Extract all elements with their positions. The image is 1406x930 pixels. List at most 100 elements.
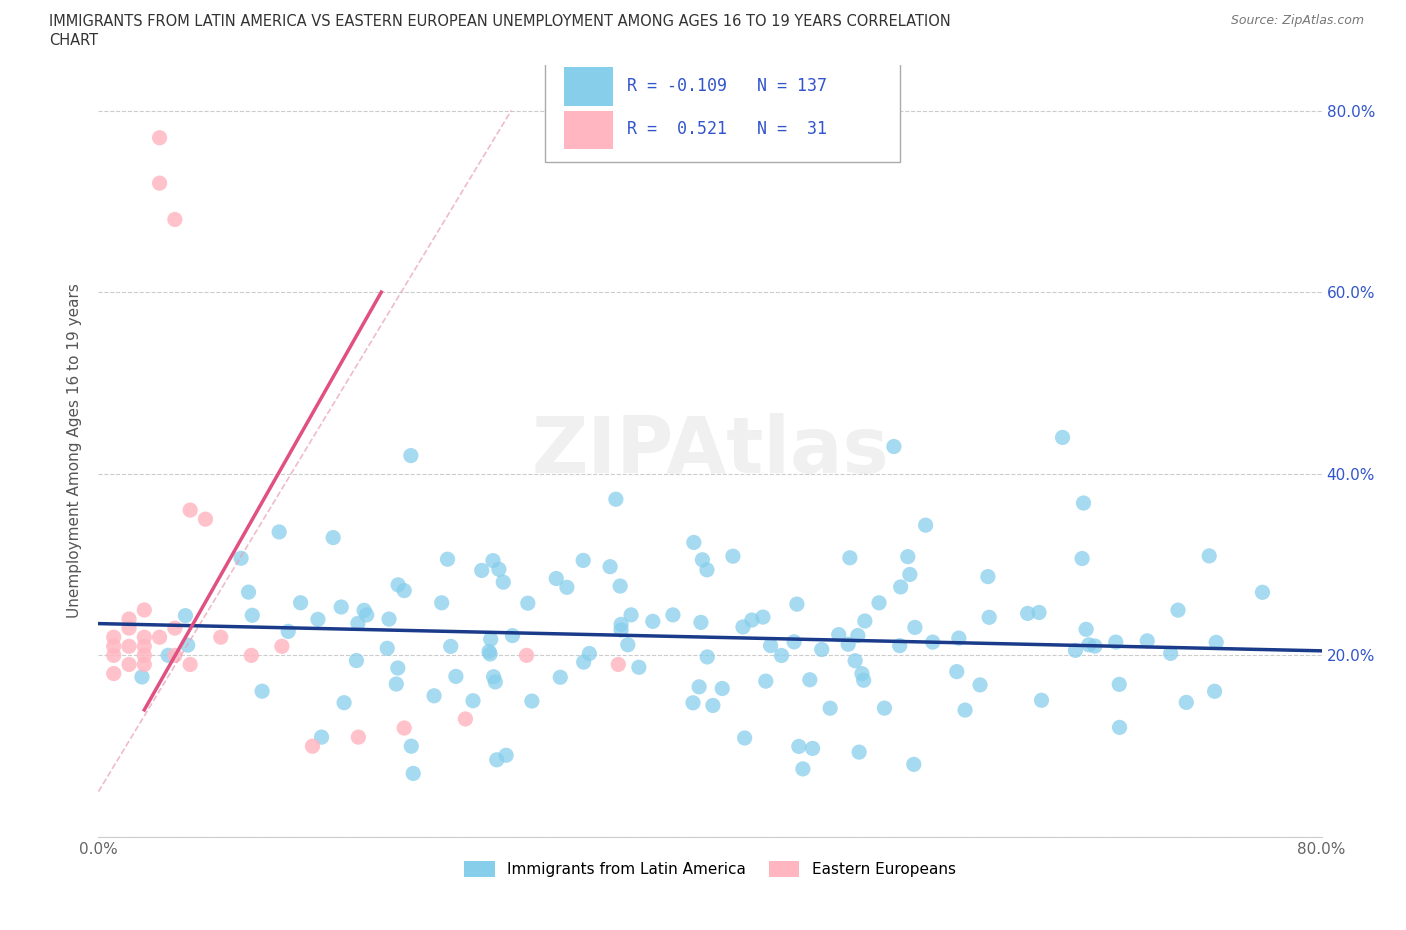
Point (290, 595, 312, 610)
Point (270, 639, 292, 654)
Point (1251, 585, 1274, 600)
Point (387, 660, 409, 675)
Point (721, 549, 744, 564)
Point (516, 596, 538, 611)
Point (641, 614, 664, 629)
Point (690, 615, 713, 630)
Point (103, 666, 125, 681)
Point (436, 551, 458, 566)
Point (688, 680, 710, 695)
Point (897, 550, 920, 565)
Point (149, 176, 172, 191)
Point (163, 620, 186, 635)
Point (548, 670, 571, 684)
Point (482, 553, 505, 568)
Point (1028, 605, 1050, 620)
Point (134, 657, 156, 671)
FancyBboxPatch shape (546, 54, 900, 162)
Point (516, 648, 538, 663)
Point (846, 628, 869, 643)
Point (702, 698, 724, 713)
Point (311, 730, 333, 745)
Point (903, 757, 925, 772)
Point (353, 603, 375, 618)
Point (848, 745, 870, 760)
Point (238, 585, 260, 600)
Point (873, 700, 896, 715)
Point (131, 670, 153, 684)
Point (307, 612, 329, 627)
Point (484, 674, 506, 689)
Point (838, 551, 860, 565)
Point (240, 648, 263, 663)
Point (904, 620, 927, 635)
Point (977, 569, 1000, 584)
Point (495, 748, 517, 763)
Point (1160, 646, 1182, 661)
Text: R =  0.521   N =  31: R = 0.521 N = 31 (627, 120, 827, 139)
Point (134, 603, 156, 618)
Point (889, 638, 911, 653)
Point (810, 642, 832, 657)
Point (347, 616, 370, 631)
Point (1167, 603, 1189, 618)
Point (799, 672, 821, 687)
Point (1031, 693, 1053, 708)
Text: CHART: CHART (49, 33, 98, 47)
Point (578, 646, 600, 661)
Point (440, 639, 463, 654)
Point (134, 639, 156, 654)
Point (454, 711, 477, 726)
Point (953, 703, 976, 718)
Point (430, 595, 453, 610)
Point (229, 551, 252, 565)
Point (1084, 639, 1107, 654)
Point (488, 562, 510, 577)
Text: ZIPAtlas: ZIPAtlas (531, 413, 889, 489)
Point (627, 660, 650, 675)
Point (347, 730, 370, 745)
Point (344, 653, 367, 668)
Point (1108, 720, 1130, 735)
Point (607, 657, 630, 671)
Point (1204, 684, 1226, 698)
Point (479, 646, 502, 661)
Point (461, 693, 484, 708)
Point (1105, 634, 1128, 649)
Point (375, 641, 398, 656)
Point (572, 655, 595, 670)
Point (330, 600, 353, 615)
Point (696, 649, 718, 664)
Point (852, 672, 875, 687)
Point (853, 614, 876, 629)
Point (356, 607, 378, 622)
Point (471, 563, 494, 578)
Point (194, 512, 217, 526)
Point (479, 631, 502, 646)
Point (103, 639, 125, 654)
Point (787, 739, 810, 754)
Point (801, 741, 824, 756)
Point (682, 535, 704, 550)
Point (1052, 430, 1074, 445)
Point (734, 731, 756, 746)
Point (979, 610, 1001, 625)
Point (609, 578, 631, 593)
Point (103, 630, 125, 644)
Point (157, 648, 180, 663)
Point (134, 630, 156, 644)
Point (883, 439, 905, 454)
Point (921, 634, 943, 649)
Point (741, 613, 763, 628)
Point (423, 688, 446, 703)
Point (851, 666, 873, 681)
Point (149, 130, 172, 145)
Point (250, 684, 273, 698)
Point (174, 608, 197, 623)
Text: Source: ZipAtlas.com: Source: ZipAtlas.com (1230, 14, 1364, 27)
Point (392, 721, 416, 736)
Point (482, 670, 505, 684)
Point (444, 669, 467, 684)
Legend: Immigrants from Latin America, Eastern Europeans: Immigrants from Latin America, Eastern E… (458, 856, 962, 884)
Point (118, 657, 141, 671)
